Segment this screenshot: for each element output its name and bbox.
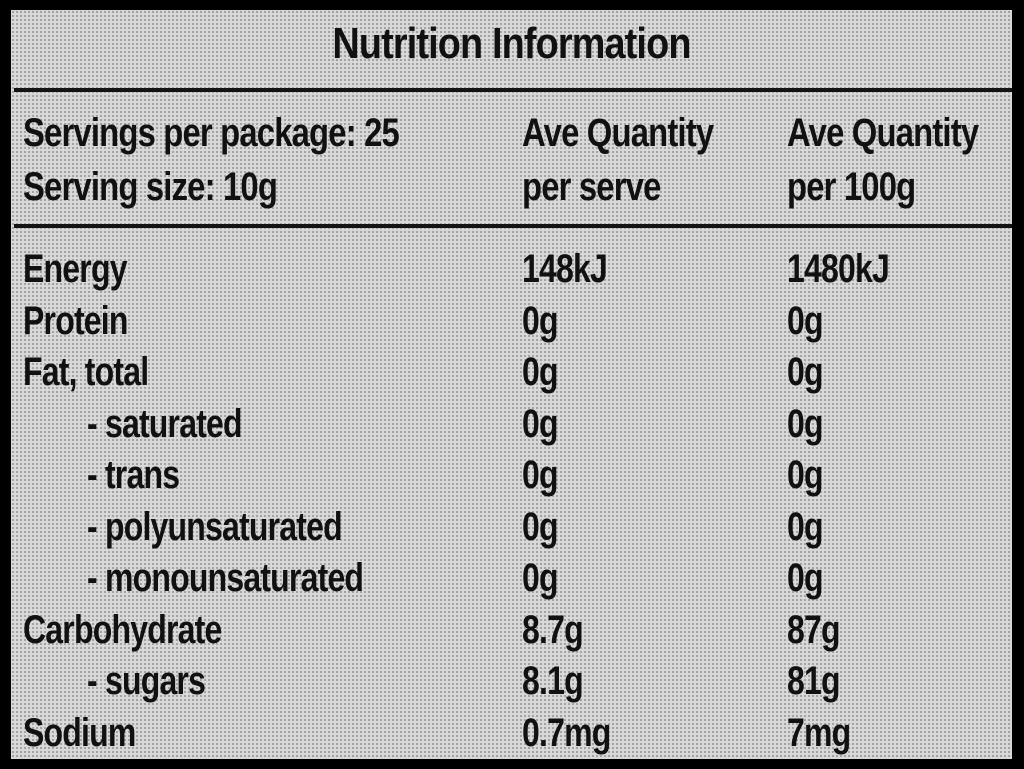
title-divider bbox=[14, 88, 1012, 92]
per-serve-value: 148kJ bbox=[522, 247, 608, 291]
nutrient-sublabel: - trans bbox=[87, 453, 180, 497]
nutrient-label: Sodium bbox=[23, 710, 136, 755]
table-row: Sodium 0.7mg 7mg bbox=[11, 708, 1012, 760]
per-100g-value: 0g bbox=[787, 401, 824, 446]
nutrient-sublabel: - sugars bbox=[87, 659, 206, 703]
per-serve-value: 0g bbox=[522, 298, 559, 343]
panel-title: Nutrition Information bbox=[332, 19, 691, 68]
per-100g-value: 0g bbox=[787, 556, 824, 600]
per-100g-value: 0g bbox=[787, 350, 824, 394]
per-100g-value: 7mg bbox=[787, 710, 851, 755]
table-row: - monounsaturated 0g 0g bbox=[11, 553, 1012, 605]
nutrient-table: Energy 148kJ 1480kJ Protein 0g 0g Fat, t… bbox=[11, 244, 1012, 759]
column-header-per-100g-line2: per 100g bbox=[787, 165, 916, 209]
serving-size: Serving size: 10g bbox=[23, 165, 278, 209]
per-serve-value: 0g bbox=[522, 350, 559, 394]
table-row: - trans 0g 0g bbox=[11, 450, 1012, 502]
per-100g-value: 87g bbox=[787, 607, 841, 652]
per-100g-value: 1480kJ bbox=[787, 247, 890, 291]
table-row: Protein 0g 0g bbox=[11, 296, 1012, 348]
nutrient-sublabel: - saturated bbox=[87, 401, 243, 446]
per-serve-value: 0g bbox=[522, 453, 559, 497]
header-divider bbox=[14, 224, 1012, 228]
column-header-per-serve-line2: per serve bbox=[522, 165, 661, 209]
table-row: Carbohydrate 8.7g 87g bbox=[11, 605, 1012, 657]
table-row: - saturated 0g 0g bbox=[11, 399, 1012, 451]
nutrient-label: Energy bbox=[23, 247, 127, 291]
nutrient-sublabel: - monounsaturated bbox=[87, 556, 364, 600]
nutrient-sublabel: - polyunsaturated bbox=[87, 504, 343, 549]
per-serve-value: 0g bbox=[522, 401, 559, 446]
per-serve-value: 8.1g bbox=[522, 659, 584, 703]
nutrient-label: Carbohydrate bbox=[23, 607, 222, 652]
nutrient-label: Protein bbox=[23, 298, 128, 343]
table-row: - sugars 8.1g 81g bbox=[11, 656, 1012, 708]
column-header-per-serve-line1: Ave Quantity bbox=[522, 111, 714, 155]
per-serve-value: 0g bbox=[522, 504, 559, 549]
per-100g-value: 0g bbox=[787, 504, 824, 549]
per-100g-value: 0g bbox=[787, 298, 824, 343]
table-row: Energy 148kJ 1480kJ bbox=[11, 244, 1012, 296]
per-100g-value: 81g bbox=[787, 659, 841, 703]
per-serve-value: 0g bbox=[522, 556, 559, 600]
per-serve-value: 8.7g bbox=[522, 607, 584, 652]
column-header-per-100g-line1: Ave Quantity bbox=[787, 111, 979, 155]
per-serve-value: 0.7mg bbox=[522, 710, 611, 755]
nutrient-label: Fat, total bbox=[23, 350, 149, 394]
servings-per-package: Servings per package: 25 bbox=[23, 111, 400, 155]
table-row: - polyunsaturated 0g 0g bbox=[11, 502, 1012, 554]
per-100g-value: 0g bbox=[787, 453, 824, 497]
table-row: Fat, total 0g 0g bbox=[11, 347, 1012, 399]
nutrition-panel: Nutrition Information Servings per packa… bbox=[11, 10, 1012, 759]
